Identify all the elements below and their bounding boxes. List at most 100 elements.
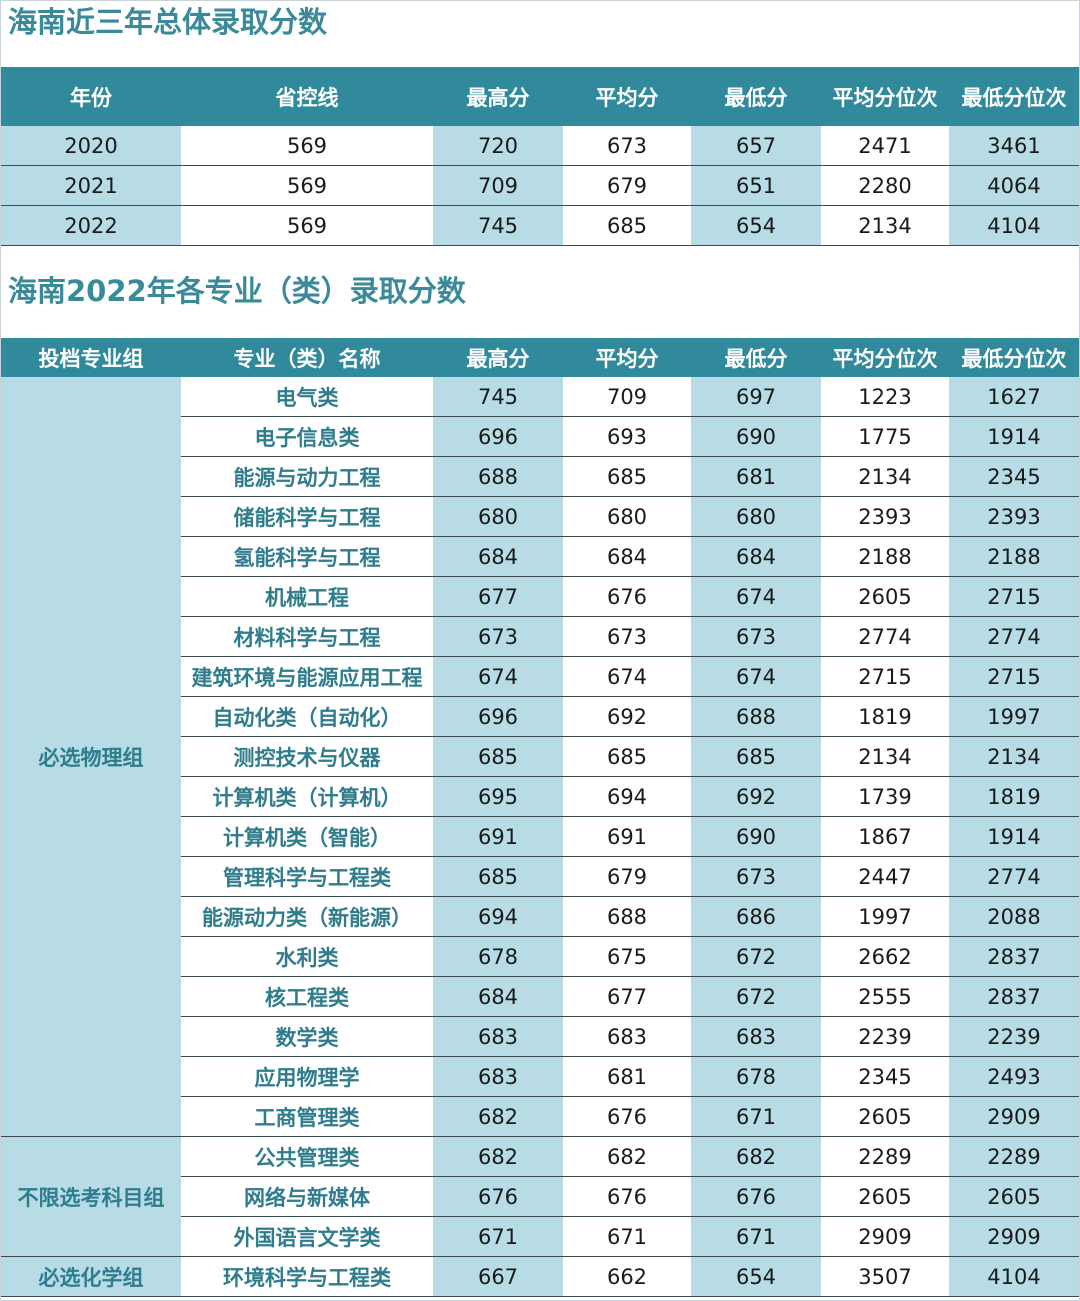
min-rank-cell: 1819 — [949, 776, 1079, 817]
avg-score-cell: 673 — [563, 616, 691, 657]
major-name-cell: 核工程类 — [181, 976, 433, 1017]
table-row: 建筑环境与能源应用工程 674 674 674 2715 2715 — [1, 656, 1079, 697]
min-rank-cell: 2239 — [949, 1016, 1079, 1057]
max-score-cell: 683 — [433, 1056, 563, 1097]
header-avg-score: 平均分 — [563, 338, 691, 377]
max-score-cell: 696 — [433, 416, 563, 457]
table-row: 数学类 683 683 683 2239 2239 — [1, 1016, 1079, 1057]
avg-score-cell: 679 — [563, 856, 691, 897]
avg-rank-cell: 1867 — [821, 816, 949, 857]
major-header-row: 投档专业组 专业（类）名称 最高分 平均分 最低分 平均分位次 最低分位次 — [1, 338, 1079, 377]
major-name-cell: 能源动力类（新能源） — [181, 896, 433, 937]
max-score-cell: 667 — [433, 1256, 563, 1297]
max-score-cell: 691 — [433, 816, 563, 857]
min-rank-cell: 2909 — [949, 1096, 1079, 1137]
avg-rank-cell: 2280 — [821, 165, 949, 206]
table-row: 2020 569 720 673 657 2471 3461 — [1, 126, 1079, 166]
avg-rank-cell: 1775 — [821, 416, 949, 457]
major-name-cell: 外国语言文学类 — [181, 1216, 433, 1257]
max-score-cell: 685 — [433, 856, 563, 897]
major-name-cell: 材料科学与工程 — [181, 616, 433, 657]
table-row: 管理科学与工程类 685 679 673 2447 2774 — [1, 856, 1079, 897]
avg-rank-cell: 2188 — [821, 536, 949, 577]
table-row: 应用物理学 683 681 678 2345 2493 — [1, 1056, 1079, 1097]
min-rank-cell: 2493 — [949, 1056, 1079, 1097]
min-rank-cell: 2393 — [949, 496, 1079, 537]
table-row: 2022 569 745 685 654 2134 4104 — [1, 205, 1079, 246]
avg-score-cell: 676 — [563, 1096, 691, 1137]
max-score-cell: 671 — [433, 1216, 563, 1257]
table-row: 核工程类 684 677 672 2555 2837 — [1, 976, 1079, 1017]
max-score-cell: 709 — [433, 165, 563, 206]
min-rank-cell: 2134 — [949, 736, 1079, 777]
year-cell: 2022 — [1, 205, 181, 246]
min-score-cell: 692 — [691, 776, 821, 817]
major-scores-table: 投档专业组 专业（类）名称 最高分 平均分 最低分 平均分位次 最低分位次 必选… — [1, 338, 1079, 1297]
avg-rank-cell: 2605 — [821, 1176, 949, 1217]
avg-score-cell: 685 — [563, 205, 691, 246]
header-max-score: 最高分 — [433, 338, 563, 377]
table-row: 氢能科学与工程 684 684 684 2188 2188 — [1, 536, 1079, 577]
avg-rank-cell: 2134 — [821, 736, 949, 777]
table-row: 储能科学与工程 680 680 680 2393 2393 — [1, 496, 1079, 537]
major-name-cell: 计算机类（计算机） — [181, 776, 433, 817]
header-min-score: 最低分 — [691, 338, 821, 377]
major-name-cell: 管理科学与工程类 — [181, 856, 433, 897]
major-name-cell: 水利类 — [181, 936, 433, 977]
major-name-cell: 公共管理类 — [181, 1136, 433, 1177]
year-cell: 2021 — [1, 165, 181, 206]
header-min-rank: 最低分位次 — [949, 67, 1079, 126]
table-row: 计算机类（计算机） 695 694 692 1739 1819 — [1, 776, 1079, 817]
avg-rank-cell: 2447 — [821, 856, 949, 897]
group-name-cell: 不限选考科目组 — [1, 1136, 181, 1257]
avg-score-cell: 675 — [563, 936, 691, 977]
header-avg-score: 平均分 — [563, 67, 691, 126]
table-row: 必选物理组 电气类 745 709 697 1223 1627 — [1, 377, 1079, 1137]
avg-score-cell: 677 — [563, 976, 691, 1017]
table-row: 水利类 678 675 672 2662 2837 — [1, 936, 1079, 977]
min-score-cell: 697 — [691, 377, 821, 417]
min-score-cell: 686 — [691, 896, 821, 937]
avg-rank-cell: 2239 — [821, 1016, 949, 1057]
major-name-cell: 测控技术与仪器 — [181, 736, 433, 777]
avg-rank-cell: 2662 — [821, 936, 949, 977]
max-score-cell: 745 — [433, 205, 563, 246]
table-row: 工商管理类 682 676 671 2605 2909 — [1, 1096, 1079, 1137]
max-score-cell: 680 — [433, 496, 563, 537]
avg-score-cell: 680 — [563, 496, 691, 537]
avg-score-cell: 676 — [563, 1176, 691, 1217]
table-row: 2021 569 709 679 651 2280 4064 — [1, 165, 1079, 206]
avg-rank-cell: 1819 — [821, 696, 949, 737]
avg-score-cell: 673 — [563, 126, 691, 166]
min-score-cell: 654 — [691, 1256, 821, 1297]
avg-score-cell: 683 — [563, 1016, 691, 1057]
header-major-name: 专业（类）名称 — [181, 338, 433, 377]
min-score-cell: 690 — [691, 416, 821, 457]
min-rank-cell: 2774 — [949, 856, 1079, 897]
max-score-cell: 684 — [433, 536, 563, 577]
avg-rank-cell: 2715 — [821, 656, 949, 697]
major-name-cell: 电子信息类 — [181, 416, 433, 457]
major-name-cell: 建筑环境与能源应用工程 — [181, 656, 433, 697]
table-row: 计算机类（智能） 691 691 690 1867 1914 — [1, 816, 1079, 857]
table-row: 自动化类（自动化） 696 692 688 1819 1997 — [1, 696, 1079, 737]
avg-score-cell: 681 — [563, 1056, 691, 1097]
max-score-cell: 682 — [433, 1096, 563, 1137]
avg-rank-cell: 2393 — [821, 496, 949, 537]
min-score-cell: 680 — [691, 496, 821, 537]
avg-rank-cell: 1739 — [821, 776, 949, 817]
avg-score-cell: 693 — [563, 416, 691, 457]
min-rank-cell: 2909 — [949, 1216, 1079, 1257]
avg-score-cell: 688 — [563, 896, 691, 937]
avg-score-cell: 662 — [563, 1256, 691, 1297]
avg-score-cell: 679 — [563, 165, 691, 206]
control-line-cell: 569 — [181, 165, 433, 206]
major-name-cell: 自动化类（自动化） — [181, 696, 433, 737]
avg-rank-cell: 2345 — [821, 1056, 949, 1097]
min-rank-cell: 2289 — [949, 1136, 1079, 1177]
avg-score-cell: 676 — [563, 576, 691, 617]
min-score-cell: 651 — [691, 165, 821, 206]
min-rank-cell: 2345 — [949, 456, 1079, 497]
min-rank-cell: 2837 — [949, 936, 1079, 977]
major-name-cell: 机械工程 — [181, 576, 433, 617]
